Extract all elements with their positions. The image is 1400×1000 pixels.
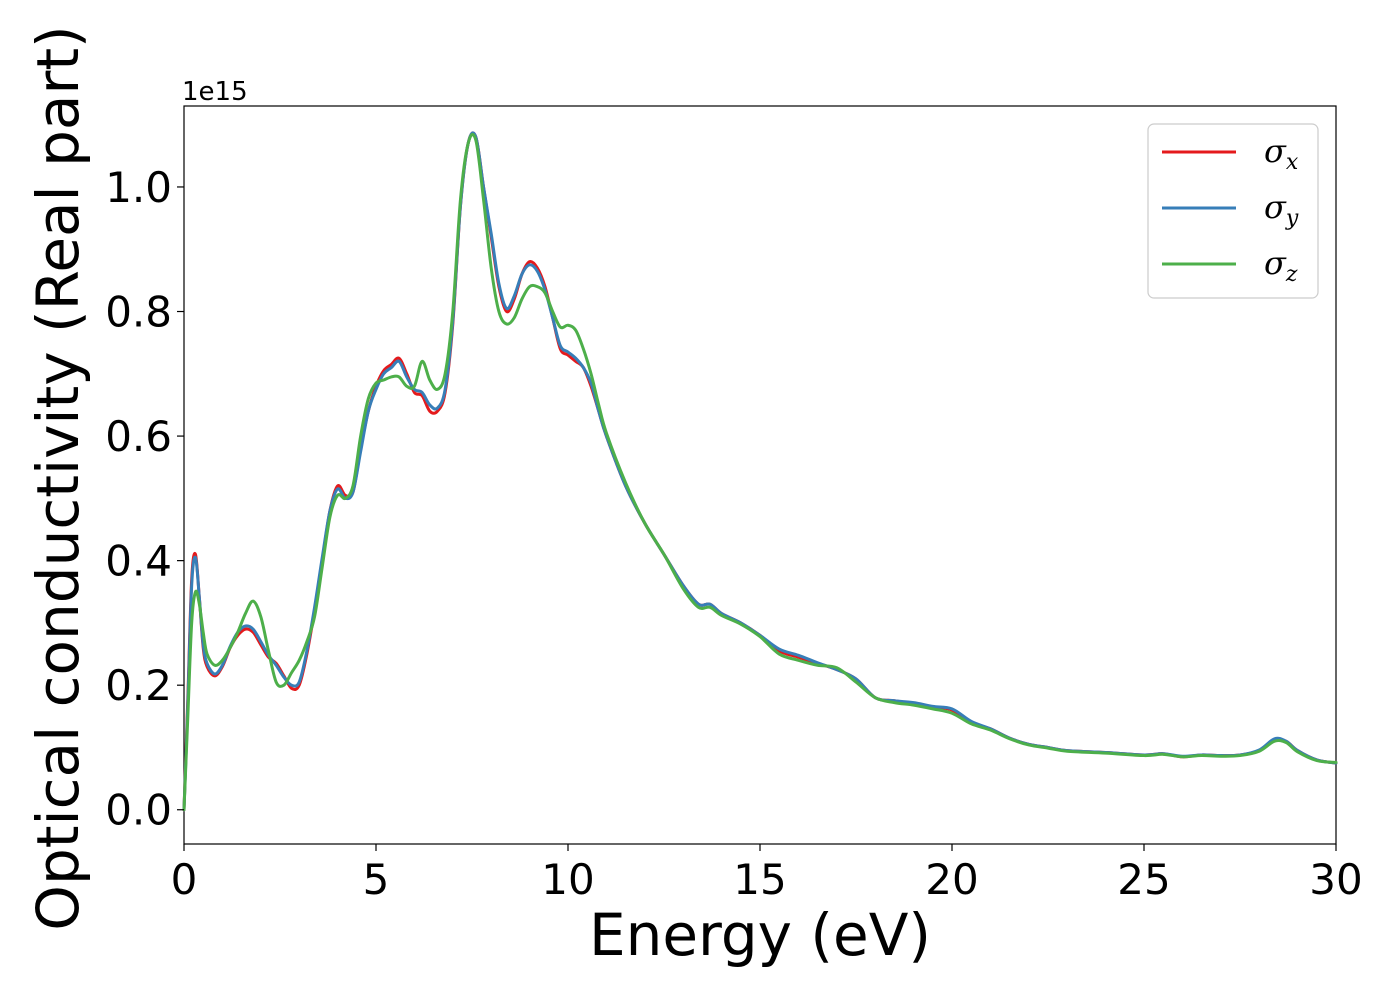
y-tick-label: 0.8 (105, 288, 172, 337)
series-line-sigma-z (182, 133, 1338, 812)
x-tick-label: 15 (733, 855, 786, 904)
legend: σx σy σz (1147, 123, 1319, 299)
legend-label-sigma-z: σz (1264, 244, 1298, 287)
legend-box (1147, 123, 1319, 299)
x-tick-label: 25 (1117, 855, 1170, 904)
y-axis-ticks: 0.0 0.2 0.4 0.6 0.8 1.0 (105, 163, 184, 835)
x-tick-label: 5 (363, 855, 390, 904)
legend-label-sigma-y: σy (1264, 188, 1299, 231)
x-axis-title: Energy (eV) (589, 901, 931, 969)
x-tick-label: 30 (1309, 855, 1362, 904)
y-tick-label: 0.2 (105, 661, 172, 710)
y-tick-label: 0.6 (105, 412, 172, 461)
y-tick-label: 1.0 (105, 163, 172, 212)
y-axis-title: Optical conductivity (Real part) (24, 25, 92, 930)
y-tick-label: 0.0 (105, 786, 172, 835)
y-offset-label: 1e15 (182, 77, 248, 107)
legend-entries: σx σy σz (1162, 132, 1299, 287)
plot-frame (183, 105, 1337, 845)
x-tick-label: 0 (171, 855, 198, 904)
x-tick-label: 10 (541, 855, 594, 904)
legend-label-sigma-x: σx (1264, 132, 1299, 175)
x-axis-ticks: 0 5 10 15 20 25 30 (171, 844, 1363, 904)
series-layer (182, 131, 1338, 812)
x-tick-label: 20 (925, 855, 978, 904)
y-tick-label: 0.4 (105, 537, 172, 586)
